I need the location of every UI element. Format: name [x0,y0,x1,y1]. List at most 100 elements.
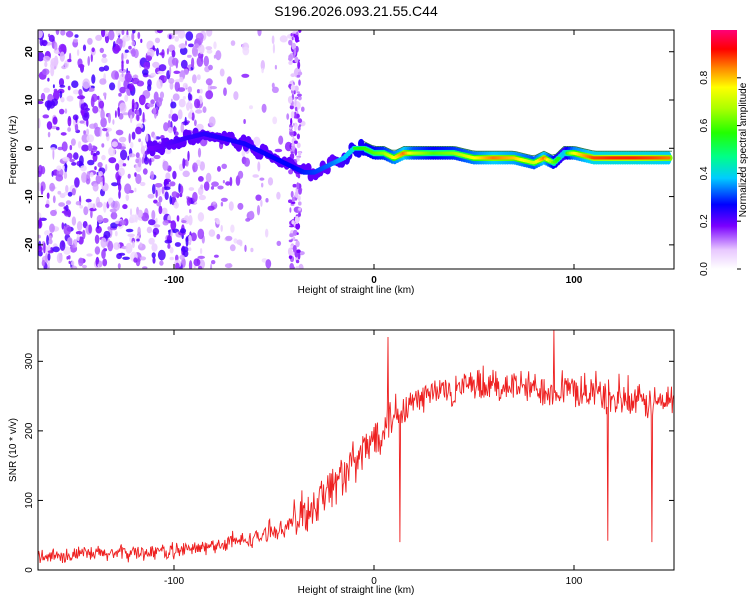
spectrogram-noise-blob [79,155,84,166]
spectrogram-noise-blob [46,235,50,246]
spectrogram-xtick-label: 0 [371,275,377,286]
spectrogram-noise-blob [181,220,187,224]
spectrogram-noise-blob [65,204,69,212]
spectrogram-xlabel: Height of straight line (km) [298,285,415,296]
spectrogram-noise-blob [77,95,86,100]
spectrogram-noise-blob [145,55,152,61]
spectrogram-noise-blob [99,78,107,85]
spectrogram-noise-blob [195,109,203,114]
spectrogram-noise-blob [140,140,144,148]
spectrogram-noise-blob [42,114,50,119]
spectrogram-noise-blob [186,196,191,206]
spectrogram-noise-blob [261,103,267,113]
spectrogram-noise-blob [71,260,75,266]
spectrogram-noise-blob [197,228,205,240]
spectrogram-noise-blob [156,97,163,108]
spectrogram-noise-blob [170,220,177,231]
spectrogram-noise-blob [222,180,225,184]
spectrogram-noise-blob [95,225,102,234]
spectrogram-noise-blob [156,30,163,34]
spectrogram-ytick-label: 20 [24,46,35,58]
spectrogram-noise-blob [101,57,108,64]
spectrogram-noise-blob [63,246,71,255]
spectrogram-noise-blob [241,73,250,78]
colorbar: 0.0 0.2 0.4 0.6 0.8 Normalized spectral ampl… [699,30,749,276]
spectrogram-noise-blob [196,123,204,131]
spectrogram-noise-blob [164,239,173,244]
spectrogram-noise-blob [168,113,172,119]
spectrogram-noise-blob [153,154,161,160]
spectrogram-noise-blob [58,78,65,87]
spectrogram-noise-blob [296,74,301,78]
spectrogram-noise-blob [52,116,58,125]
spectrogram-noise-blob [58,202,65,207]
spectrogram-noise-blob [197,212,205,222]
spectrogram-noise-blob [294,216,300,224]
spectrogram-noise-blob [47,131,51,138]
spectrogram-noise-blob [293,140,298,144]
spectrogram-noise-blob [113,242,121,250]
spectrogram-noise-blob [289,125,294,128]
spectrogram-noise-blob [298,201,302,206]
spectrogram-noise-blob [161,207,168,215]
spectrogram-noise-blob [77,141,82,149]
spectrogram-noise-blob [127,173,131,179]
spectrogram-noise-blob [188,214,193,226]
snr-xlabel: Height of straight line (km) [298,585,415,596]
spectrogram-noise-blob [93,153,97,157]
spectrogram-noise-blob [297,125,301,131]
spectrogram-noise-blob [82,44,87,52]
spectrogram-noise-blob [179,254,185,260]
spectrogram-noise-blob [151,252,156,259]
spectrogram-noise-blob [154,183,163,188]
spectrogram-noise-blob [221,163,227,169]
spectrogram-noise-blob [267,177,274,186]
spectrogram-noise-blob [83,130,86,135]
spectrogram-noise-blob [179,47,188,55]
spectrogram-noise-blob [276,240,282,246]
colorbar-axes: 0.0 0.2 0.4 0.6 0.8 [699,70,741,276]
spectrogram-noise-blob [152,227,160,235]
spectrogram-noise-blob [122,112,130,116]
spectrogram-noise-blob [200,184,204,190]
spectrogram-noise-blob [69,159,75,163]
spectrogram-noise-blob [101,249,106,260]
spectrogram-noise-blob [87,159,95,166]
spectrogram-noise-blob [86,171,91,180]
spectrogram-noise-blob [55,174,64,182]
spectrogram-noise-blob [88,224,92,234]
spectrogram-noise-blob [133,257,138,263]
spectrogram-noise-blob [182,96,186,100]
spectrogram-noise-blob [279,35,288,43]
spectrogram-noise-blob [138,138,142,143]
spectrogram-noise-blob [136,114,140,122]
spectrogram-noise-blob [86,134,95,143]
spectrogram-noise-blob [297,71,303,76]
spectrogram-noise-blob [111,182,119,187]
spectrogram-noise-blob [296,249,301,253]
spectrogram-noise-blob [65,75,70,80]
spectrogram-noise-blob [76,49,80,56]
spectrogram-noise-blob [103,65,110,72]
spectrogram-noise-blob [229,244,236,252]
spectrogram-noise-blob [147,48,155,58]
spectrogram-noise-blob [265,198,269,203]
spectrogram-noise-blob [253,136,261,147]
spectrogram-noise-blob [38,217,42,229]
spectrogram-noise-blob [50,147,56,151]
spectrogram-noise-blob [121,72,124,78]
spectrogram-noise-blob [59,51,65,62]
colorbar-tick-label: 0.4 [699,166,710,180]
spectrogram-noise-blob [261,67,264,74]
spectrogram-noise-blob [151,210,156,220]
spectrogram-noise-blob [139,181,146,187]
spectrogram-noise-blob [38,246,43,252]
snr-xtick-label: 100 [566,576,583,587]
spectrogram-noise-blob [289,263,294,269]
spectrogram-noise-blob [82,229,86,240]
spectrogram-noise-blob [101,143,105,148]
spectrogram-noise-blob [287,96,293,104]
spectrogram-noise-blob [66,256,69,260]
spectrogram-noise-blob [140,38,143,44]
